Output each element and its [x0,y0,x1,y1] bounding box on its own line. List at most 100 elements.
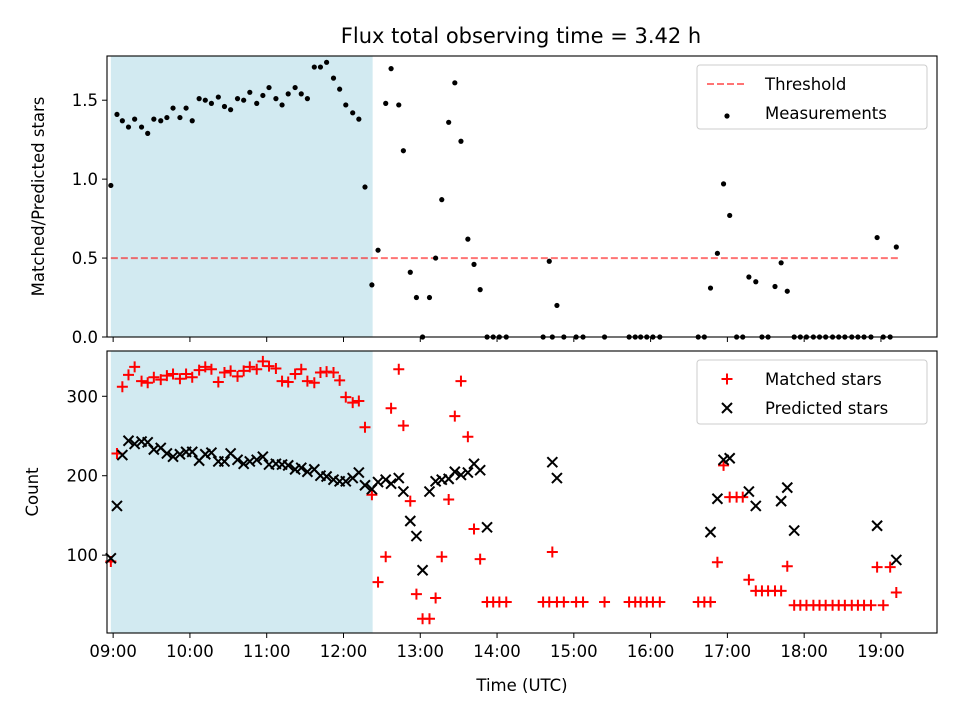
measurement-point [439,197,445,203]
predicted-stars-point [890,554,903,566]
predicted-stars-point [257,450,269,463]
predicted-stars-point [546,456,559,468]
predicted-stars-point [775,495,787,507]
predicted-stars-point [551,472,563,484]
xtick-label: 10:00 [166,642,214,661]
measurement-point [234,96,241,102]
xtick-label: 15:00 [550,642,598,661]
measurement-point [874,234,880,241]
xtick-label: 12:00 [320,642,368,661]
matched-stars-point [462,431,474,443]
measurement-point [362,184,368,190]
predicted-stars-point [237,458,250,470]
measurement-point [369,282,375,288]
measurement-point [400,148,406,154]
predicted-stars-point [161,447,173,460]
measurement-point [356,116,362,122]
measurement-point [119,118,125,124]
predicted-stars-point [393,472,405,484]
measurement-point [125,124,132,130]
predicted-stars-point [449,466,461,478]
matched-stars-point [704,596,716,608]
matched-stars-point [449,410,461,422]
matched-stars-point [443,494,455,506]
matched-stars-point [347,397,359,409]
matched-stars-point [244,361,256,373]
measurement-point [720,181,727,187]
xtick-label: 16:00 [627,642,675,661]
predicted-stars-point [871,520,883,532]
measurement-point [546,258,552,264]
matched-stars-point [232,370,244,382]
predicted-stars-point [218,455,231,468]
predicted-stars-point [251,454,263,466]
matched-stars-point [410,588,422,600]
xtick-label: 18:00 [780,642,828,661]
matched-stars-point [884,561,896,573]
measurement-point [138,124,145,130]
predicted-stars-point [750,500,762,512]
predicted-stars-point [116,449,129,461]
matched-stars-point [148,371,160,383]
matched-stars-point [468,523,480,535]
matched-stars-point [257,355,269,367]
matched-stars-point [116,381,128,393]
predicted-stars-point [111,500,123,512]
xtick-label: 14:00 [473,642,521,661]
measurement-point [477,287,483,293]
count-axes-frame [106,350,938,634]
count-xlabel: Time (UTC) [475,676,567,695]
matched-stars-point [397,420,409,432]
matched-stars-point [301,375,313,387]
matched-stars-point [212,376,224,388]
predicted-stars-point [167,450,179,463]
legend-label-measurements: Measurements [765,104,887,123]
measurement-point [202,97,208,103]
measurement-point [183,105,189,111]
matched-stars-point [199,361,211,373]
matched-stars-point [474,553,486,565]
measurement-point [285,91,291,97]
legend-box [696,64,928,130]
matched-stars-point [308,377,320,389]
ratio-panel: 0.0 0.5 1.0 1.5 Matched/Predicted stars Thr… [29,55,938,347]
measurement-point [158,118,164,124]
matched-stars-point [404,495,416,507]
predicted-stars-point [320,470,333,483]
xtick-label: 09:00 [89,642,137,661]
measurement-point [298,91,304,97]
xtick-label: 11:00 [243,642,291,661]
matched-stars-point [328,366,340,378]
measurement-point [458,138,464,144]
predicted-stars-point [205,446,218,459]
matched-stars-point [711,556,723,568]
legend-swatch-measurements [724,113,730,119]
matched-stars-point [558,596,570,608]
predicted-stars-point [301,466,314,478]
matched-stars-point [781,560,793,572]
matched-stars-point [334,374,346,386]
observing-span-1 [110,351,373,633]
measurement-point [279,102,285,108]
predicted-stars-point [410,530,423,542]
measurement-point [433,255,439,261]
predicted-stars-point [423,485,436,498]
measurement-point [221,103,228,110]
matched-stars-point [295,363,307,375]
matched-stars-point [366,489,378,501]
matched-stars-point [218,366,230,378]
measurement-point [311,64,317,70]
matched-stars-point [718,459,730,471]
matched-stars-point [865,599,877,611]
matched-stars-point [743,574,755,586]
matched-stars-point [890,586,902,598]
measurement-point [350,110,356,116]
measurement-point [388,66,394,72]
predicted-stars-point [462,466,474,479]
measurement-point [254,100,260,106]
measurement-point [292,84,298,91]
matched-stars-point [353,395,365,407]
measurement-point [753,279,759,285]
ytick-label: 300 [67,387,99,406]
measurement-point [396,102,402,108]
